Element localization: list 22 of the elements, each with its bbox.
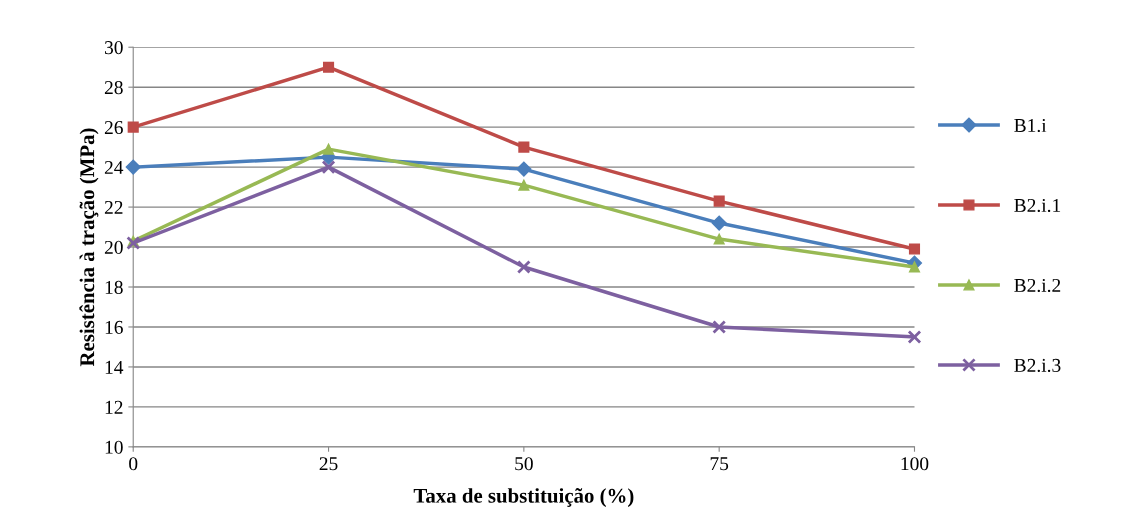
y-tick-label: 20 <box>104 240 123 254</box>
y-tick-label: 18 <box>105 280 123 294</box>
legend-label: B2.i.3 <box>1014 358 1061 373</box>
y-tick-label: 16 <box>105 320 123 334</box>
x-tick-label: 75 <box>710 457 729 471</box>
legend-label: B1.i <box>1014 118 1047 133</box>
y-tick-label: 28 <box>104 81 123 95</box>
y-tick-label: 26 <box>104 121 123 135</box>
y-tick-label: 30 <box>104 41 123 55</box>
y-tick-label: 10 <box>105 440 123 454</box>
y-axis-title: Resistência à tração (MPa) <box>79 128 99 367</box>
y-tick-label: 12 <box>105 400 123 414</box>
y-tick-label: 24 <box>104 160 124 174</box>
x-tick-label: 25 <box>319 457 338 471</box>
y-tick-label: 22 <box>104 200 123 214</box>
legend-label: B2.i.2 <box>1014 278 1061 293</box>
legend-label: B2.i.1 <box>1014 198 1061 213</box>
x-tick-label: 50 <box>515 457 533 471</box>
x-axis-title: Taxa de substituição (%) <box>413 488 634 508</box>
y-tick-label: 14 <box>105 360 124 374</box>
x-tick-label: 100 <box>901 457 929 471</box>
x-tick-label: 0 <box>129 457 138 471</box>
